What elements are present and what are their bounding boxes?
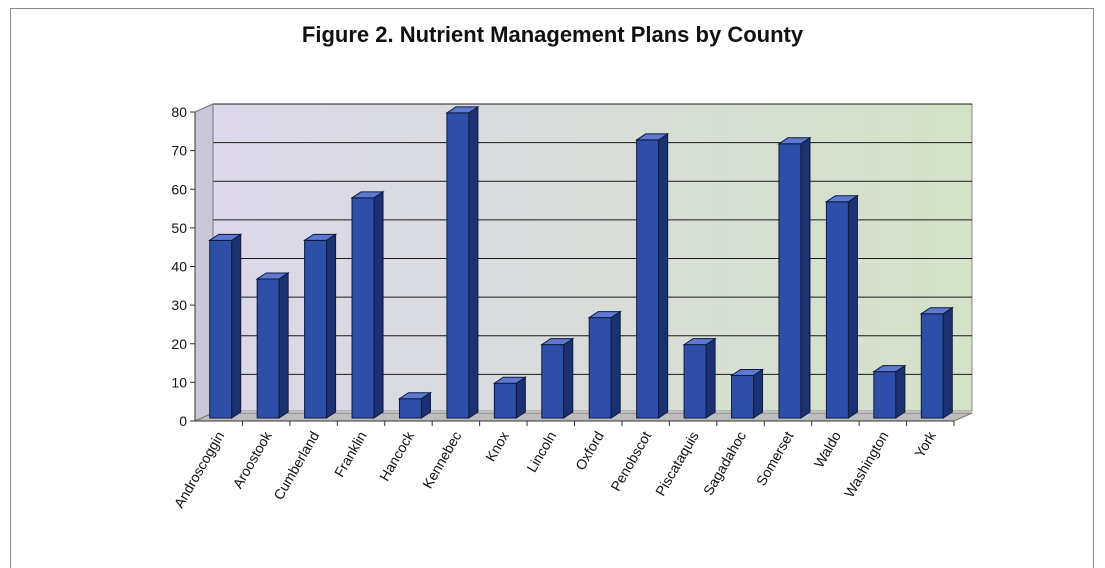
bar-front <box>684 345 706 418</box>
x-tick-label: Sagadahoc <box>700 429 749 498</box>
bar-side <box>754 370 763 418</box>
x-tick-label: Cumberland <box>270 429 322 503</box>
x-tick-label: Androscoggin <box>171 429 228 511</box>
x-tick-label: York <box>911 428 939 461</box>
x-tick-label: Kennebec <box>419 429 464 492</box>
y-tick-label: 20 <box>171 336 187 352</box>
y-tick-label: 60 <box>171 181 187 197</box>
bar-side <box>327 234 336 418</box>
x-tick-label: Somerset <box>753 428 797 488</box>
y-tick-label: 40 <box>171 259 187 275</box>
bar-side <box>516 377 525 418</box>
bar <box>826 196 857 418</box>
bar-front <box>352 198 374 418</box>
bar-front <box>305 240 327 418</box>
bar <box>305 234 336 418</box>
x-tick-label: Piscataquis <box>652 429 702 499</box>
x-tick-label: Knox <box>482 429 512 465</box>
bar-side <box>232 234 241 418</box>
bar-front <box>779 144 801 418</box>
bar-side <box>279 273 288 418</box>
bar <box>352 192 383 418</box>
bar <box>637 134 668 418</box>
y-tick-label: 50 <box>171 220 187 236</box>
bar <box>732 370 763 418</box>
bar <box>921 308 952 418</box>
x-tick-label: Hancock <box>376 428 418 484</box>
bar-side <box>659 134 668 418</box>
bar-front <box>257 279 279 418</box>
bar <box>874 366 905 418</box>
bar <box>684 339 715 418</box>
bar <box>447 107 478 418</box>
bar <box>589 312 620 418</box>
bar-front <box>399 399 421 418</box>
y-tick-label: 70 <box>171 143 187 159</box>
bar-side <box>374 192 383 418</box>
bar-front <box>210 240 232 418</box>
bar-front <box>637 140 659 418</box>
x-tick-label: Penobscot <box>607 428 654 493</box>
bar-front <box>542 345 564 418</box>
bar-front <box>732 376 754 418</box>
bar-front <box>826 202 848 418</box>
bar-side <box>801 138 810 418</box>
y-tick-label: 80 <box>171 104 187 120</box>
x-tick-label: Franklin <box>331 429 370 480</box>
y-tick-label: 30 <box>171 297 187 313</box>
bar <box>257 273 288 418</box>
bar <box>210 234 241 418</box>
bar-side <box>706 339 715 418</box>
bar-front <box>589 318 611 418</box>
x-tick-label: Aroostook <box>229 428 275 491</box>
bar <box>779 138 810 418</box>
x-tick-label: Washington <box>841 429 892 501</box>
bar-side <box>611 312 620 418</box>
bar-side <box>943 308 952 418</box>
bar <box>542 339 573 418</box>
bar-side <box>896 366 905 418</box>
bar-side <box>848 196 857 418</box>
bar-front <box>494 383 516 418</box>
bar <box>399 393 430 418</box>
y-tick-label: 10 <box>171 374 187 390</box>
x-tick-label: Waldo <box>811 428 845 470</box>
y-tick-label: 0 <box>179 413 187 429</box>
x-tick-label: Lincoln <box>523 429 559 475</box>
bar <box>494 377 525 418</box>
bar-front <box>921 314 943 418</box>
bar-front <box>874 372 896 418</box>
bar-side <box>469 107 478 418</box>
bar-front <box>447 113 469 418</box>
x-tick-label: Oxford <box>572 429 607 473</box>
bar-side <box>564 339 573 418</box>
